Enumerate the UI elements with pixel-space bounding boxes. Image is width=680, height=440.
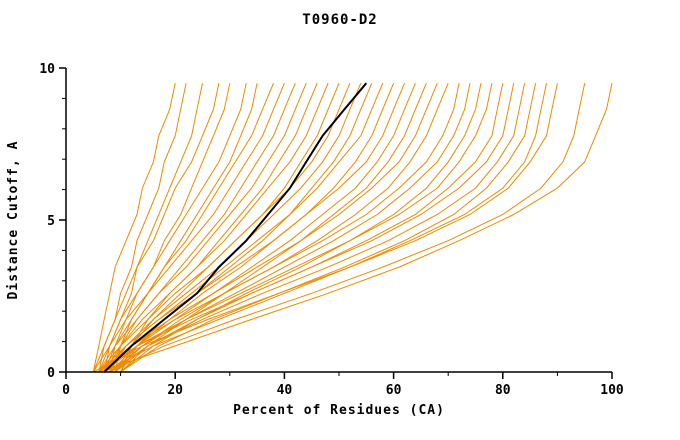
- series-model-29: [114, 83, 504, 373]
- chart-title: T0960-D2: [302, 12, 377, 28]
- series-model-01: [92, 83, 176, 373]
- series-model-33: [103, 83, 547, 373]
- series-model-20: [98, 83, 405, 373]
- series-model-32: [120, 83, 537, 373]
- y-tick-label: 0: [47, 366, 55, 381]
- series-model-31: [109, 83, 526, 373]
- x-tick-label: 60: [386, 383, 402, 398]
- series-model-30: [98, 83, 515, 373]
- x-axis-label: Percent of Residues (CA): [233, 403, 445, 418]
- series-model-34: [93, 83, 558, 373]
- y-tick-label: 5: [47, 214, 55, 229]
- x-tick-label: 80: [495, 383, 511, 398]
- x-tick-label: 40: [277, 383, 293, 398]
- series-model-08: [103, 83, 274, 373]
- series-model-15: [98, 83, 351, 373]
- series-model-09: [92, 83, 285, 373]
- series-model-27: [120, 83, 482, 373]
- series-model-07: [114, 83, 258, 373]
- series-model-25: [98, 83, 460, 373]
- series-model-14: [114, 83, 340, 373]
- series-lines: [92, 82, 613, 373]
- x-tick-label: 100: [600, 383, 624, 398]
- series-model-04: [92, 83, 220, 373]
- y-tick-label: 10: [39, 62, 55, 77]
- series-model-13: [103, 83, 329, 373]
- series-highlighted-model: [103, 82, 368, 373]
- x-tick-label: 20: [167, 383, 183, 398]
- series-model-24: [114, 83, 449, 373]
- series-model-35: [109, 83, 586, 373]
- series-model-10: [109, 83, 296, 373]
- series-model-11: [98, 83, 307, 373]
- series-model-23: [103, 83, 438, 373]
- y-axis-label: Distance Cutoff, A: [6, 141, 21, 300]
- series-model-28: [103, 83, 493, 373]
- series-model-06: [98, 83, 247, 373]
- series-model-16: [109, 83, 362, 373]
- series-model-05: [109, 83, 231, 373]
- series-model-12: [120, 83, 318, 373]
- tick-labels: 0 20 40 60 80 100 0 5 10: [39, 62, 624, 398]
- series-model-36: [98, 83, 613, 373]
- tick-marks: [59, 67, 613, 379]
- x-tick-label: 0: [62, 383, 70, 398]
